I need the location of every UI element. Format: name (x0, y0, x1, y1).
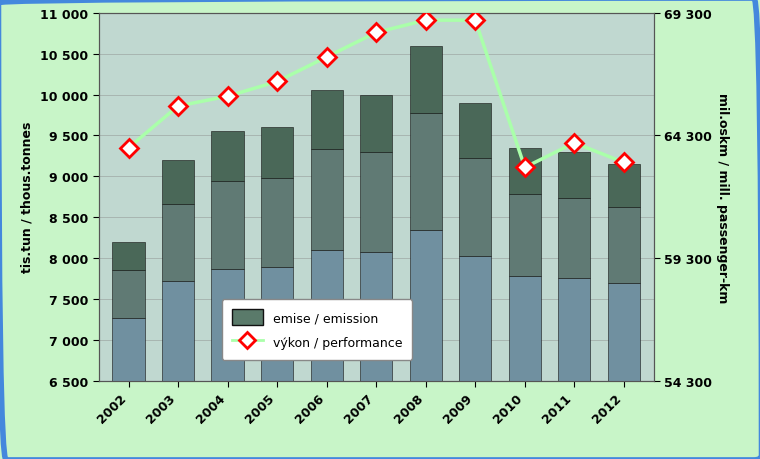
Bar (608, 284, 640, 381)
Bar (410, 113, 442, 230)
Bar (508, 195, 541, 276)
Bar (261, 267, 293, 381)
Bar (559, 198, 591, 278)
Bar (608, 165, 640, 208)
Bar (360, 95, 392, 152)
Bar (608, 208, 640, 284)
Legend: emise / emission, výkon / performance: emise / emission, výkon / performance (222, 300, 413, 360)
Bar (360, 252, 392, 381)
Bar (559, 152, 591, 198)
Bar (112, 319, 144, 381)
Bar (360, 152, 392, 252)
Bar (112, 242, 144, 270)
Bar (261, 128, 293, 179)
Bar (508, 148, 541, 195)
Bar (311, 149, 343, 251)
Bar (311, 251, 343, 381)
Bar (112, 270, 144, 319)
Bar (410, 46, 442, 113)
Bar (162, 161, 194, 205)
Bar (211, 132, 244, 182)
Bar (211, 182, 244, 269)
Bar (261, 179, 293, 267)
Bar (211, 269, 244, 381)
Bar (508, 276, 541, 381)
Bar (410, 230, 442, 381)
Bar (559, 278, 591, 381)
Y-axis label: mil.oskm / mill. passenger-km: mil.oskm / mill. passenger-km (716, 92, 729, 302)
Bar (162, 205, 194, 282)
Bar (162, 282, 194, 381)
Y-axis label: tis.tun / thous.tonnes: tis.tun / thous.tonnes (21, 122, 33, 273)
Bar (459, 256, 492, 381)
Bar (459, 104, 492, 159)
Bar (459, 159, 492, 256)
Bar (311, 91, 343, 149)
